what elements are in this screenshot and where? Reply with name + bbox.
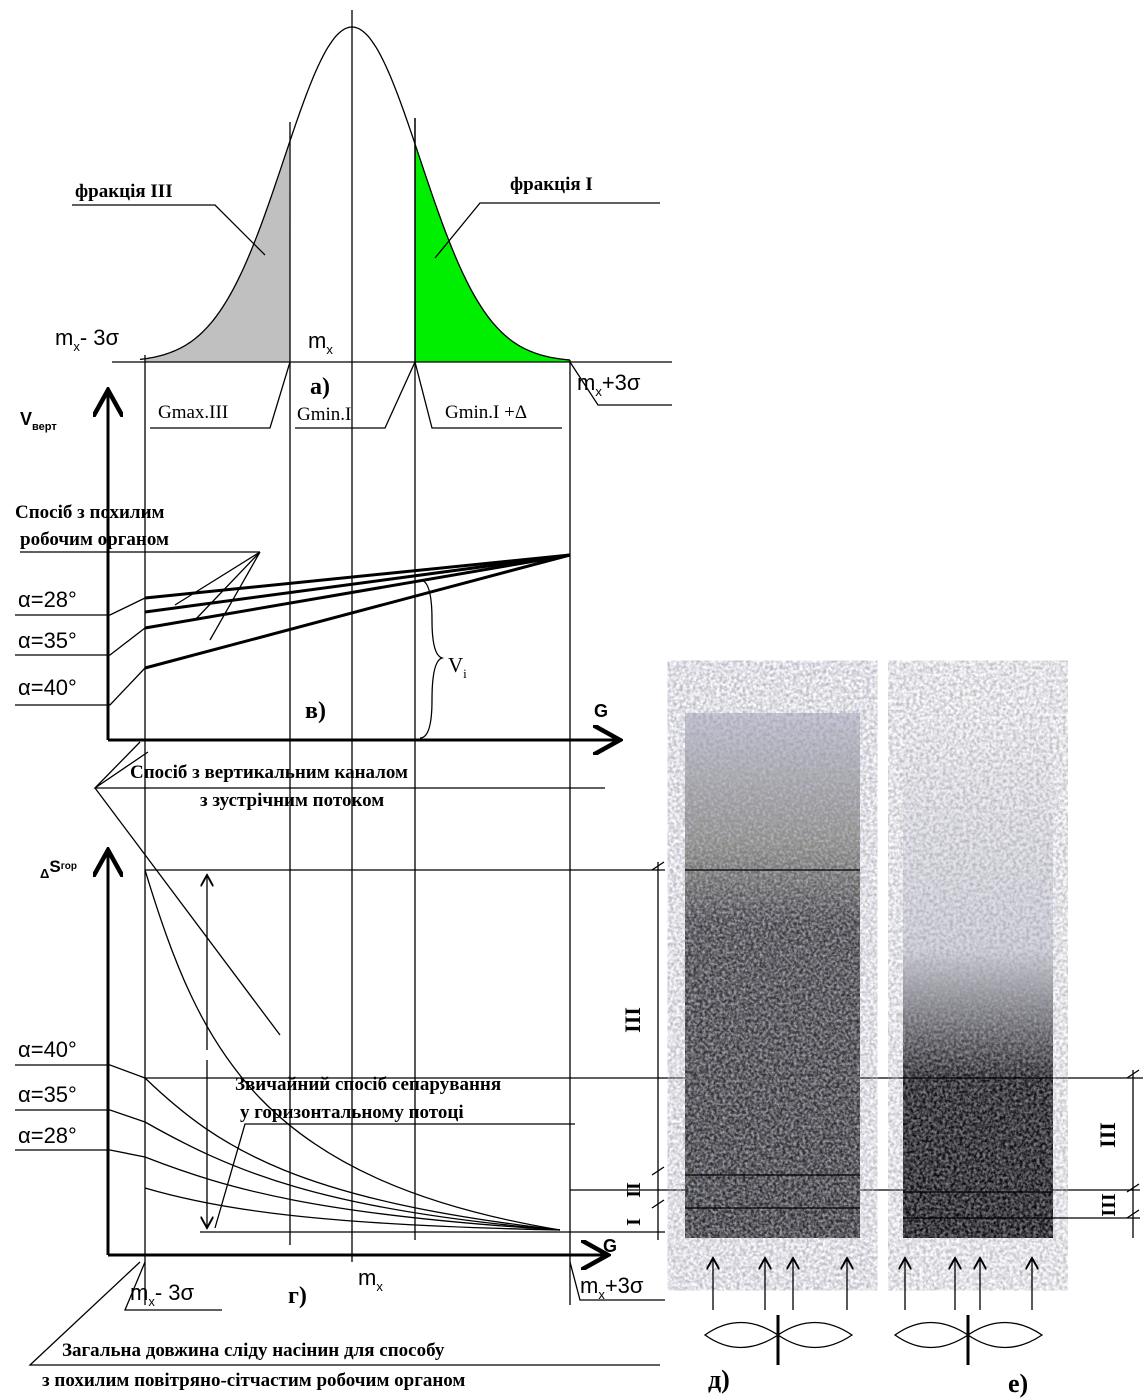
label: Звичайний спосіб сепарування — [235, 1074, 501, 1095]
airflow: д) е) — [703, 1258, 1044, 1398]
fraction-1-area — [415, 143, 570, 362]
zone-label: III — [620, 1007, 645, 1033]
panel-label: д) — [708, 1365, 730, 1394]
axis-label: ΔSгор — [40, 857, 77, 881]
label: Vi — [448, 653, 467, 681]
guide-lines — [144, 10, 571, 1305]
photo-e: III III — [903, 713, 1140, 1238]
label: Спосіб з вертикальним каналом — [130, 762, 408, 783]
fraction-3-area — [145, 143, 290, 362]
label: фракція I — [510, 174, 593, 195]
label: α=35° — [18, 628, 77, 653]
label: з зустрічним потоком — [200, 790, 384, 811]
label: mx — [308, 328, 333, 357]
label: mx- 3σ — [55, 325, 120, 354]
panel-b: Vверт Спосіб з похилим робочим органом α… — [15, 390, 620, 1036]
photo-d: III II I — [620, 713, 860, 1240]
label: α=40° — [18, 675, 77, 700]
bell-curve — [139, 26, 571, 361]
label: Gmin.I — [297, 404, 351, 425]
zone-label: II — [623, 1182, 645, 1198]
label: α=40° — [18, 1037, 77, 1062]
label: mx — [358, 1265, 383, 1294]
axis-label: G — [594, 701, 608, 721]
axis-label: G — [603, 1236, 617, 1256]
label: mx+3σ — [580, 1273, 644, 1302]
zone-label: III — [1095, 1122, 1120, 1148]
zone-label: III — [1098, 1193, 1120, 1217]
label: фракція III — [75, 181, 173, 202]
label: Спосіб з похилим — [15, 502, 165, 523]
panel-label: а) — [310, 374, 330, 400]
zone-label: I — [623, 1218, 645, 1226]
label: α=28° — [18, 587, 77, 612]
labels-a: фракція III фракція I mx- 3σ mx mx+3σ а)… — [55, 174, 672, 429]
label: робочим органом — [20, 529, 169, 550]
label: mx- 3σ — [130, 1280, 195, 1309]
label: з похилим повітряно-сітчастим робочим ор… — [42, 1370, 465, 1391]
label: у горизонтальному потоці — [240, 1102, 464, 1123]
panel-label: в) — [305, 698, 326, 724]
label: Загальна довжина сліду насінин для спосо… — [62, 1340, 445, 1361]
label: α=28° — [18, 1123, 77, 1148]
panel-label: г) — [288, 1283, 307, 1309]
label: Gmin.I +Δ — [445, 402, 527, 423]
label: mx+3σ — [577, 370, 641, 399]
label: Gmax.III — [158, 402, 228, 423]
panel-label: е) — [1008, 1369, 1028, 1398]
label: α=35° — [18, 1082, 77, 1107]
axis-label: Vверт — [20, 409, 57, 433]
